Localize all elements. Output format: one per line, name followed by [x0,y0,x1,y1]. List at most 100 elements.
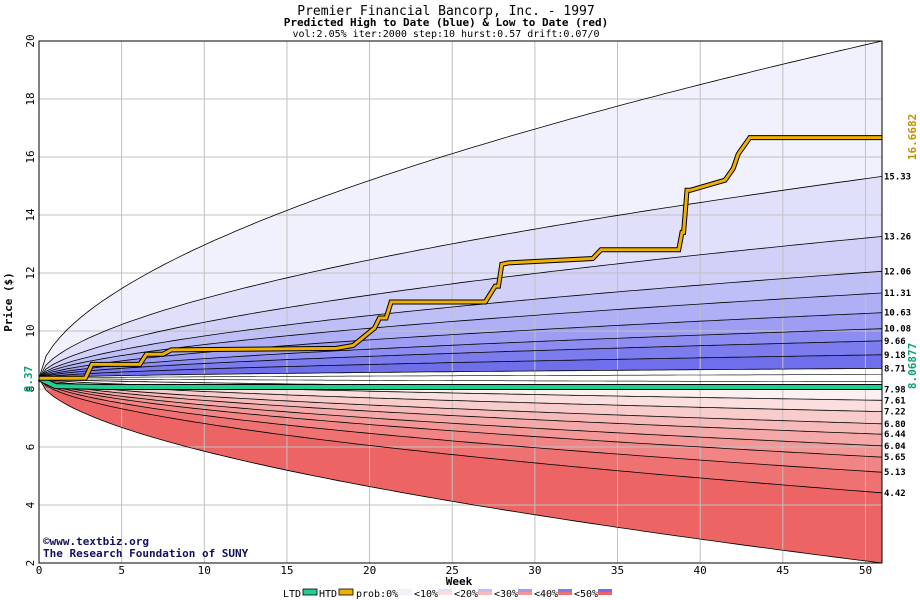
high-band [39,176,882,379]
legend-swatch-low [598,592,612,595]
low-band [39,378,882,473]
low-band [39,378,882,563]
legend-swatch-high [558,589,572,592]
high-band [39,293,882,379]
quantile-label: 13.26 [884,232,911,242]
legend-label: <40% [534,589,558,600]
htd-final-label: 16.6682 [906,114,919,160]
quantile-line [38,40,883,379]
legend-swatch-low [558,592,572,595]
plot-area [37,40,883,564]
y-tick-label: 16 [24,150,37,163]
y-tick-label: 8 [24,386,37,393]
x-tick-labels: 0 5 10 15 20 25 30 35 40 45 50 [36,564,872,577]
y-tick-label: 12 [24,266,37,279]
high-band [39,236,882,379]
copyright-icon: © [43,535,50,548]
legend-label: HTD [319,589,337,600]
y-tick-label: 18 [24,92,37,105]
legend-label: <50% [574,589,598,600]
y-tick-label: 14 [24,208,37,222]
y-tick-label: 6 [24,444,37,451]
high-bands [39,41,882,379]
x-tick-label: 35 [611,564,624,577]
low-band [39,378,882,458]
x-tick-label: 40 [694,564,707,577]
x-tick-label: 45 [776,564,789,577]
quantile-line [38,377,883,412]
quantile-line [38,340,883,379]
y-tick-label: 20 [24,34,37,47]
plot-frame [38,40,883,564]
legend-swatch [302,588,318,596]
legend-swatch-high [598,589,612,592]
y-tick-label: 10 [24,324,37,337]
quantile-label: 10.08 [884,325,911,335]
series [37,135,882,390]
quantile-line [38,378,883,494]
credit-line-2: The Research Foundation of SUNY [43,547,249,560]
quantile-label: 12.06 [884,267,911,277]
legend: LTD HTD prob:0% <10% <20% <30% <40% <50% [283,588,612,600]
quantile-line [38,377,883,473]
quantile-line [38,354,883,379]
legend-swatch-low [518,592,532,595]
low-band [39,378,882,446]
quantile-line [38,374,882,379]
ltd-line [38,376,882,389]
legend-label: <20% [454,589,478,600]
legend-swatch-high [518,589,532,592]
quantile-line [38,328,883,379]
x-tick-label: 50 [859,564,872,577]
quantile-lines [38,40,883,564]
high-band [39,271,882,379]
legend-swatch [338,588,354,596]
legend-swatch-low [478,592,492,595]
quantile-label: 10.63 [884,309,911,319]
quantile-label: 11.31 [884,289,911,299]
quantile-label: 4.42 [884,489,906,499]
legend-swatch-low [438,592,452,595]
y-tick-labels: 2 4 6 8 10 12 14 16 18 20 [24,34,37,566]
y-axis-title: Price ($) [2,272,15,332]
quantile-line [38,377,883,458]
chart-params: vol:2.05% iter:2000 step:10 hurst:0.57 d… [292,29,599,40]
quantile-line [38,176,883,379]
x-tick-label: 20 [363,564,376,577]
credit-line-1: ©www.textbiz.org [43,535,149,548]
chart-title: Premier Financial Bancorp, Inc. - 1997 [297,4,594,19]
credit-url: www.textbiz.org [50,535,149,548]
quantile-line [38,236,883,379]
high-band [39,312,882,379]
quantile-label: 5.65 [884,453,906,463]
chart-subtitle: Predicted High to Date (blue) & Low to D… [284,16,609,29]
quantile-label: 6.44 [884,430,906,440]
low-band [39,378,882,412]
quantile-label: 9.66 [884,337,906,347]
quantile-line [38,368,883,379]
y-tick-label: 4 [24,501,37,508]
x-tick-label: 15 [280,564,293,577]
quantile-line [38,312,883,379]
high-band [39,340,882,379]
y-tick-label: 2 [24,560,37,567]
x-tick-label: 10 [198,564,211,577]
legend-label: <10% [414,589,438,600]
quantile-label: 5.13 [884,468,906,478]
legend-label: <30% [494,589,518,600]
legend-swatch [397,588,413,596]
quantile-label: 9.18 [884,351,906,361]
quantile-line [38,377,883,425]
high-band [39,328,882,379]
low-bands [39,378,882,563]
low-band [39,378,882,493]
ltd-final-label: 8.06877 [906,343,919,389]
quantile-label: 6.80 [884,420,906,430]
start-price-label: 8.37 [22,366,35,393]
quantile-label: 7.22 [884,408,906,418]
legend-swatch-high [438,589,452,592]
right-quantile-labels: 15.33 13.26 12.06 11.31 10.63 10.08 9.66 9.18 8.… [884,172,911,498]
x-tick-label: 5 [118,564,125,577]
quantile-label: 15.33 [884,172,911,182]
